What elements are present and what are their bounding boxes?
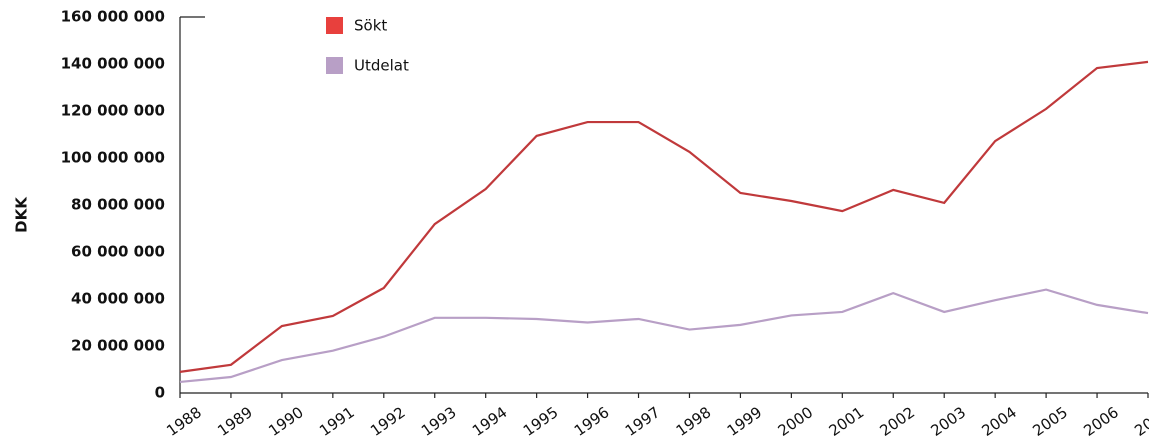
x-tick-label: 1990 [265,403,307,440]
x-tick-label: 2003 [927,403,969,440]
x-tick-label: 1989 [214,403,256,440]
x-tick-label: 2005 [1029,403,1071,440]
x-tick-label: 1995 [520,403,562,440]
x-tick-label: 2001 [826,403,868,440]
y-tick-label: 60 000 000 [71,243,165,261]
legend-label: Utdelat [354,57,409,75]
y-tick-label: 120 000 000 [61,102,165,120]
y-tick-label: 20 000 000 [71,337,165,355]
legend-swatch [326,17,343,34]
y-tick-label: 0 [155,384,165,402]
x-tick-label: 1997 [622,403,664,440]
y-tick-label: 40 000 000 [71,290,165,308]
x-tick-label: 1988 [163,403,205,440]
legend-swatch [326,57,343,74]
x-tick-label: 1991 [316,403,358,440]
y-tick-label: 140 000 000 [61,55,165,73]
series-line [179,60,1149,373]
y-tick-label: 100 000 000 [61,149,165,167]
x-tick-label: 1993 [418,403,460,440]
y-tick-label: 160 000 000 [61,8,165,26]
legend-label: Sökt [354,17,387,35]
series-line [179,288,1149,384]
x-tick-label: 2006 [1080,403,1122,440]
x-tick-label: 1994 [469,403,511,440]
y-tick-label: 80 000 000 [71,196,165,214]
x-tick-label: 2002 [877,403,919,440]
x-tick-label: 2004 [978,403,1020,440]
x-tick-label: 1992 [367,403,409,440]
x-tick-label: 2000 [775,403,817,440]
x-tick-label: 2007 [1131,403,1149,440]
y-axis-label: DKK [13,196,31,233]
x-tick-label: 1999 [724,403,766,440]
x-tick-label: 1996 [571,403,613,440]
x-tick-label: 1998 [673,403,715,440]
